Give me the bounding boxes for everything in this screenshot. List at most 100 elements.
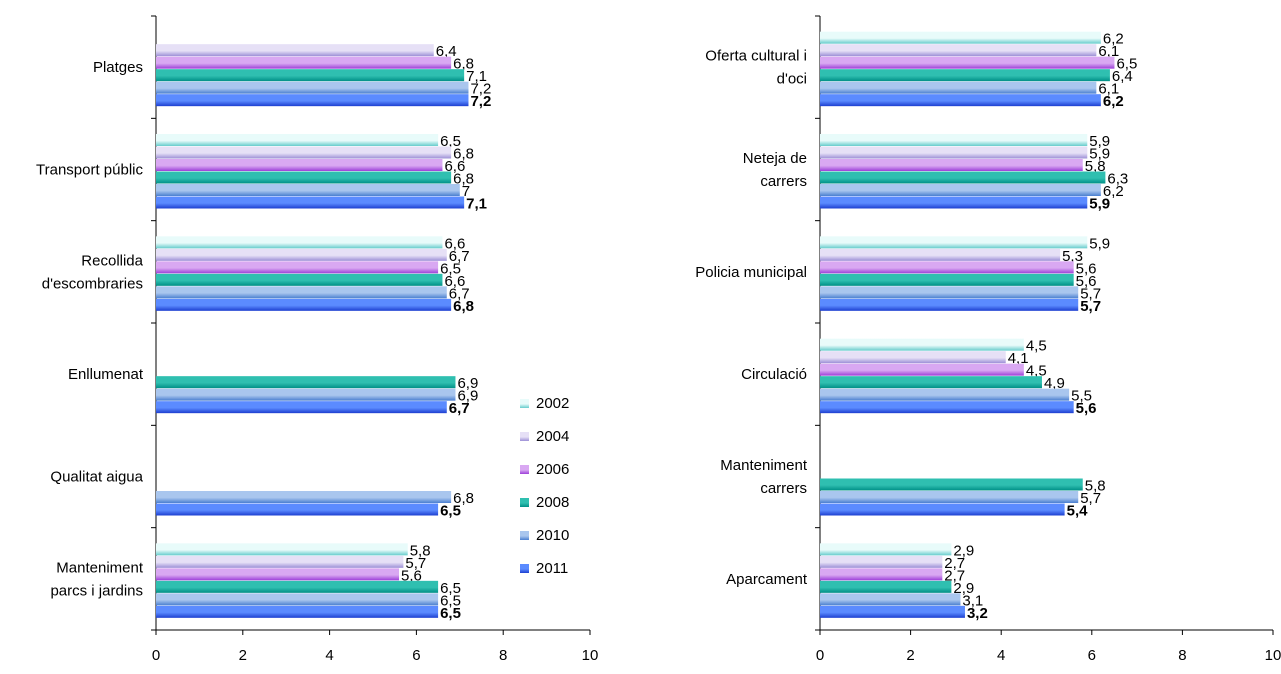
data-label-2011: 3,2 xyxy=(967,605,988,622)
x-tick-label: 2 xyxy=(906,647,914,664)
data-label-2011: 7,1 xyxy=(466,196,487,213)
data-label-2006: 5,6 xyxy=(401,567,422,584)
bar-2011 xyxy=(156,196,465,209)
bar-2011 xyxy=(820,401,1074,414)
bar-2008 xyxy=(820,580,952,593)
x-tick-label: 6 xyxy=(1088,647,1096,664)
data-label-2002: 2,9 xyxy=(953,542,974,559)
bar-2004 xyxy=(820,146,1088,159)
data-label-2010: 6,8 xyxy=(453,490,474,507)
bar-2011 xyxy=(820,605,965,618)
bar-2002 xyxy=(820,338,1024,351)
data-label-2006: 6,8 xyxy=(453,56,474,73)
category-label: Manteniment xyxy=(56,559,144,576)
category-label: Oferta cultural i xyxy=(705,48,807,65)
legend-label-2002: 2002 xyxy=(536,395,569,412)
x-tick-label: 6 xyxy=(412,647,420,664)
legend-label-2004: 2004 xyxy=(536,428,569,445)
bar-2008 xyxy=(156,273,443,286)
category-label: Policia municipal xyxy=(695,264,807,281)
bar-2004 xyxy=(156,555,404,568)
data-label-2006: 6,5 xyxy=(1116,56,1137,73)
legend: 2002 2004 2006 2008 2010 2011 xyxy=(520,395,569,577)
data-label-2004: 6,1 xyxy=(1098,43,1119,60)
data-label-2010: 7 xyxy=(462,183,470,200)
bar-2008 xyxy=(820,171,1106,184)
x-tick-label: 0 xyxy=(152,647,160,664)
category-label: Manteniment xyxy=(720,457,808,474)
data-label-2011: 5,6 xyxy=(1076,400,1097,417)
bar-2004 xyxy=(820,44,1097,57)
data-label-2010: 6,9 xyxy=(457,388,478,405)
x-tick-label: 4 xyxy=(997,647,1005,664)
data-label-2010: 5,7 xyxy=(1080,490,1101,507)
legend-swatch-2010 xyxy=(520,531,529,540)
category-group: Qualitat aigua 6,86,5 xyxy=(50,469,474,520)
data-label-2008: 6,8 xyxy=(453,171,474,188)
bar-2006 xyxy=(820,363,1024,376)
data-label-2002: 4,5 xyxy=(1026,338,1047,355)
category-label: carrers xyxy=(760,480,807,497)
bar-2002 xyxy=(156,236,443,249)
data-label-2006: 5,6 xyxy=(1076,260,1097,277)
bar-2008 xyxy=(156,69,465,82)
bar-2004 xyxy=(820,351,1006,364)
bar-2006 xyxy=(156,159,443,171)
bar-2010 xyxy=(820,81,1097,94)
bar-2002 xyxy=(820,236,1088,249)
data-label-2008: 4,9 xyxy=(1044,375,1065,392)
data-label-2011: 6,7 xyxy=(449,400,470,417)
bar-2008 xyxy=(820,478,1083,491)
bar-2008 xyxy=(820,376,1042,389)
x-tick-label: 8 xyxy=(1178,647,1186,664)
legend-swatch-2011 xyxy=(520,564,529,573)
data-label-2008: 6,4 xyxy=(1112,68,1133,85)
data-label-2010: 6,2 xyxy=(1103,183,1124,200)
bar-2006 xyxy=(156,568,400,581)
data-label-2011: 5,7 xyxy=(1080,298,1101,315)
bar-2011 xyxy=(820,94,1101,107)
bar-2006 xyxy=(820,159,1083,171)
data-label-2004: 6,4 xyxy=(436,43,457,60)
bar-2010 xyxy=(820,593,961,606)
bar-2004 xyxy=(156,44,434,57)
category-label: Aparcament xyxy=(726,571,808,588)
bar-2010 xyxy=(156,286,447,299)
bar-2002 xyxy=(820,134,1088,146)
category-label: Enllumenat xyxy=(68,366,144,383)
category-label: Transport públic xyxy=(36,162,143,179)
legend-swatch-2004 xyxy=(520,432,529,441)
category-label: Qualitat aigua xyxy=(50,469,143,486)
bar-2010 xyxy=(156,491,452,503)
data-label-2002: 6,5 xyxy=(440,133,461,150)
data-label-2010: 6,5 xyxy=(440,592,461,609)
data-label-2010: 6,7 xyxy=(449,285,470,302)
data-label-2011: 6,5 xyxy=(440,605,461,622)
legend-swatch-2002 xyxy=(520,399,529,408)
category-label: Circulació xyxy=(741,366,807,383)
bar-2008 xyxy=(156,376,456,389)
bar-2010 xyxy=(156,81,469,94)
data-label-2006: 2,7 xyxy=(944,567,965,584)
bar-2011 xyxy=(156,94,469,107)
bar-2011 xyxy=(156,401,447,414)
category-label: parcs i jardins xyxy=(50,582,143,599)
bar-2008 xyxy=(820,273,1074,286)
x-tick-label: 4 xyxy=(325,647,333,664)
category-label: d'escombraries xyxy=(42,275,143,292)
legend-label-2011: 2011 xyxy=(536,560,568,577)
data-label-2008: 6,3 xyxy=(1107,171,1128,188)
bar-2006 xyxy=(820,56,1115,69)
bar-2010 xyxy=(156,184,460,196)
bar-2011 xyxy=(156,503,439,516)
data-label-2008: 2,9 xyxy=(953,580,974,597)
bar-2008 xyxy=(156,580,439,593)
